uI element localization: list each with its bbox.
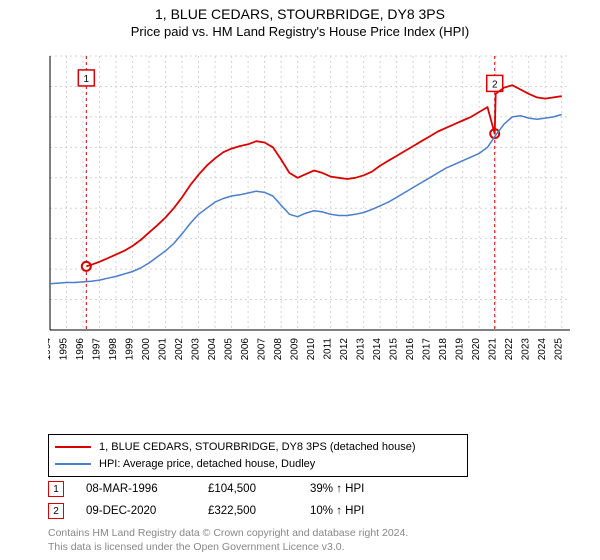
svg-text:2004: 2004 bbox=[207, 338, 218, 361]
svg-text:2012: 2012 bbox=[339, 338, 350, 361]
marker-date: 09-DEC-2020 bbox=[86, 505, 186, 517]
svg-text:2011: 2011 bbox=[323, 338, 334, 360]
svg-text:2007: 2007 bbox=[257, 338, 268, 361]
svg-text:1999: 1999 bbox=[125, 338, 136, 361]
svg-text:2018: 2018 bbox=[438, 338, 449, 361]
marker-price: £322,500 bbox=[208, 505, 288, 517]
svg-text:2024: 2024 bbox=[537, 338, 548, 361]
svg-text:2017: 2017 bbox=[422, 338, 433, 361]
chart-subtitle: Price paid vs. HM Land Registry's House … bbox=[0, 24, 600, 39]
legend-label: HPI: Average price, detached house, Dudl… bbox=[99, 456, 315, 473]
svg-text:2023: 2023 bbox=[521, 338, 532, 361]
svg-text:2021: 2021 bbox=[488, 338, 499, 361]
svg-text:2009: 2009 bbox=[290, 338, 301, 361]
svg-text:2015: 2015 bbox=[389, 338, 400, 361]
chart-area: £0£50K£100K£150K£200K£250K£300K£350K£400… bbox=[48, 50, 578, 380]
svg-text:2022: 2022 bbox=[504, 338, 515, 361]
marker-row: 2 09-DEC-2020 £322,500 10% ↑ HPI bbox=[48, 500, 410, 522]
chart-container: 1, BLUE CEDARS, STOURBRIDGE, DY8 3PS Pri… bbox=[0, 0, 600, 560]
svg-text:1996: 1996 bbox=[75, 338, 86, 361]
title-block: 1, BLUE CEDARS, STOURBRIDGE, DY8 3PS Pri… bbox=[0, 0, 600, 39]
svg-text:2: 2 bbox=[492, 79, 498, 90]
marker-row: 1 08-MAR-1996 £104,500 39% ↑ HPI bbox=[48, 478, 410, 500]
svg-text:2005: 2005 bbox=[224, 338, 235, 361]
marker-price: £104,500 bbox=[208, 483, 288, 495]
line-chart: £0£50K£100K£150K£200K£250K£300K£350K£400… bbox=[48, 50, 578, 380]
marker-table: 1 08-MAR-1996 £104,500 39% ↑ HPI 2 09-DE… bbox=[48, 478, 410, 522]
svg-text:2003: 2003 bbox=[191, 338, 202, 361]
svg-text:2010: 2010 bbox=[306, 338, 317, 361]
svg-text:2006: 2006 bbox=[240, 338, 251, 361]
marker-badge: 1 bbox=[48, 481, 64, 497]
svg-text:1995: 1995 bbox=[59, 338, 70, 361]
svg-text:2013: 2013 bbox=[356, 338, 367, 361]
svg-text:1998: 1998 bbox=[108, 338, 119, 361]
legend-item: HPI: Average price, detached house, Dudl… bbox=[55, 456, 461, 473]
svg-text:2001: 2001 bbox=[158, 338, 169, 361]
legend: 1, BLUE CEDARS, STOURBRIDGE, DY8 3PS (de… bbox=[48, 434, 468, 477]
svg-text:2000: 2000 bbox=[141, 338, 152, 361]
marker-delta: 39% ↑ HPI bbox=[310, 483, 410, 495]
legend-swatch bbox=[55, 446, 91, 448]
svg-text:1997: 1997 bbox=[92, 338, 103, 361]
footnote: Contains HM Land Registry data © Crown c… bbox=[48, 526, 408, 554]
svg-text:1994: 1994 bbox=[48, 338, 53, 361]
svg-text:2025: 2025 bbox=[554, 338, 565, 361]
svg-text:1: 1 bbox=[84, 74, 90, 85]
footnote-line: Contains HM Land Registry data © Crown c… bbox=[48, 526, 408, 540]
chart-title: 1, BLUE CEDARS, STOURBRIDGE, DY8 3PS bbox=[0, 6, 600, 22]
marker-date: 08-MAR-1996 bbox=[86, 483, 186, 495]
svg-text:2016: 2016 bbox=[405, 338, 416, 361]
footnote-line: This data is licensed under the Open Gov… bbox=[48, 540, 408, 554]
legend-swatch bbox=[55, 463, 91, 465]
svg-text:2014: 2014 bbox=[372, 338, 383, 361]
legend-label: 1, BLUE CEDARS, STOURBRIDGE, DY8 3PS (de… bbox=[99, 439, 415, 456]
svg-text:2002: 2002 bbox=[174, 338, 185, 361]
marker-delta: 10% ↑ HPI bbox=[310, 505, 410, 517]
svg-text:2019: 2019 bbox=[455, 338, 466, 361]
svg-text:2020: 2020 bbox=[471, 338, 482, 361]
legend-item: 1, BLUE CEDARS, STOURBRIDGE, DY8 3PS (de… bbox=[55, 439, 461, 456]
marker-badge: 2 bbox=[48, 503, 64, 519]
svg-text:2008: 2008 bbox=[273, 338, 284, 361]
